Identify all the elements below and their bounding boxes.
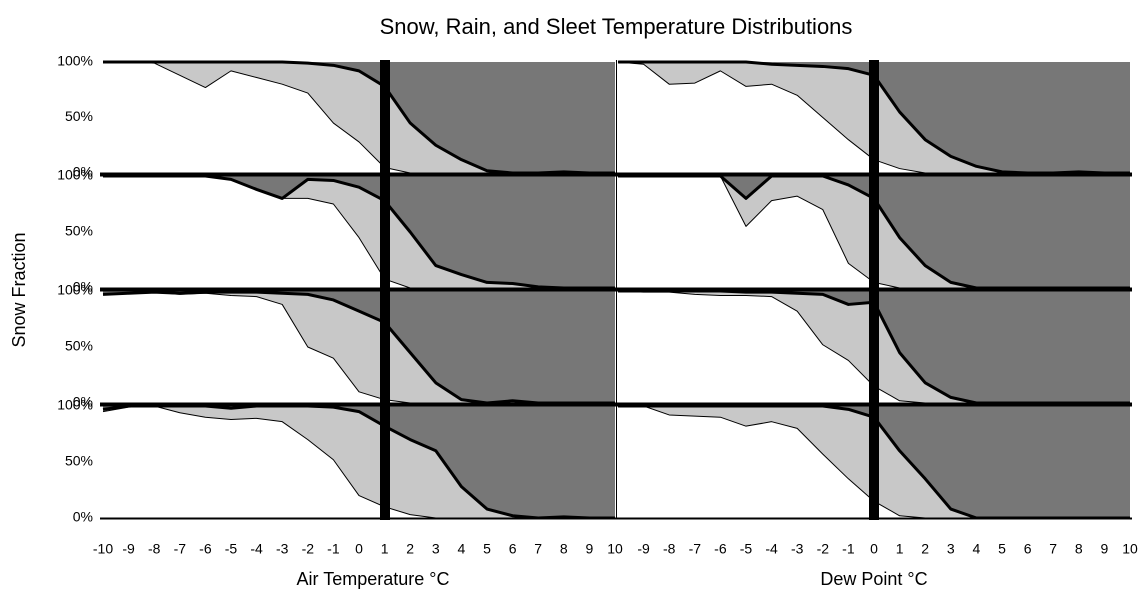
x-tick-label: -1 <box>842 541 855 557</box>
freezing-bar <box>869 60 879 175</box>
x-tick-label: 5 <box>998 541 1006 557</box>
x-tick-label: 0 <box>355 541 363 557</box>
x-axis-label: Air Temperature °C <box>297 569 450 589</box>
x-tick-label: 2 <box>921 541 929 557</box>
y-tick-label: 0% <box>73 279 93 295</box>
area-segment <box>618 62 1130 173</box>
area-segment <box>103 292 615 403</box>
x-tick-label: -7 <box>689 541 702 557</box>
x-tick-label: 1 <box>896 541 904 557</box>
freezing-bar <box>380 60 390 175</box>
x-tick-label: 6 <box>509 541 517 557</box>
area-segment <box>103 292 615 403</box>
x-tick-label: -10 <box>93 541 113 557</box>
area-segment <box>103 406 615 518</box>
y-tick-label: 0% <box>73 164 93 180</box>
area-segment <box>618 291 1130 403</box>
x-tick-label: 4 <box>973 541 981 557</box>
x-tick-label: -5 <box>225 541 238 557</box>
freezing-bar <box>869 404 879 520</box>
y-tick-label: 50% <box>65 223 93 239</box>
area-segment <box>103 291 615 403</box>
area-segment <box>618 176 1130 288</box>
y-tick-label: 50% <box>65 453 93 469</box>
area-segment <box>103 406 615 518</box>
y-tick-label: 100% <box>57 167 93 183</box>
x-tick-label: 7 <box>534 541 542 557</box>
x-tick-label: -7 <box>174 541 187 557</box>
area-segment <box>618 406 1130 518</box>
x-tick-label: 5 <box>483 541 491 557</box>
freezing-bar <box>869 174 879 290</box>
y-tick-label: 0% <box>73 509 93 525</box>
x-tick-label: -6 <box>714 541 727 557</box>
y-tick-label: 50% <box>65 108 93 124</box>
area-segment <box>103 176 615 288</box>
x-tick-label: -6 <box>199 541 212 557</box>
area-segment <box>103 62 615 173</box>
x-tick-label: 3 <box>432 541 440 557</box>
x-tick-label: -3 <box>276 541 289 557</box>
area-segment <box>618 176 1130 288</box>
area-segment <box>103 62 615 173</box>
area-segment <box>103 176 615 288</box>
y-tick-label: 100% <box>57 282 93 298</box>
y-tick-label: 100% <box>57 397 93 413</box>
x-tick-label: -4 <box>765 541 778 557</box>
y-tick-label: 0% <box>73 394 93 410</box>
x-tick-label: 0 <box>870 541 878 557</box>
x-tick-label: 10 <box>607 541 623 557</box>
area-segment <box>618 62 1130 173</box>
boundary-line <box>102 290 615 405</box>
freezing-bar <box>380 289 390 405</box>
x-tick-label: 3 <box>947 541 955 557</box>
freezing-bar <box>380 404 390 520</box>
freezing-bar <box>380 174 390 290</box>
x-tick-label: 4 <box>458 541 466 557</box>
area-segment <box>618 406 1130 518</box>
area-segment <box>103 176 615 288</box>
x-tick-label: -9 <box>637 541 650 557</box>
x-tick-label: -3 <box>791 541 804 557</box>
y-tick-label: 100% <box>57 53 93 69</box>
x-tick-label: 2 <box>406 541 414 557</box>
x-tick-label: -5 <box>740 541 753 557</box>
x-tick-label: -2 <box>817 541 830 557</box>
x-tick-label: 9 <box>586 541 594 557</box>
x-tick-label: -8 <box>663 541 676 557</box>
x-tick-label: 6 <box>1024 541 1032 557</box>
x-tick-label: -9 <box>122 541 135 557</box>
area-segment <box>103 62 615 173</box>
x-tick-label: 1 <box>381 541 389 557</box>
y-axis-label: Snow Fraction <box>9 232 29 347</box>
x-axis-label: Dew Point °C <box>820 569 927 589</box>
freezing-bar <box>869 289 879 405</box>
chart-title: Snow, Rain, and Sleet Temperature Distri… <box>380 14 853 39</box>
area-segment <box>103 406 615 518</box>
x-tick-label: 9 <box>1101 541 1109 557</box>
x-tick-label: 8 <box>560 541 568 557</box>
x-tick-label: -8 <box>148 541 161 557</box>
y-tick-label: 50% <box>65 338 93 354</box>
x-tick-label: 10 <box>1122 541 1138 557</box>
x-tick-label: -1 <box>327 541 340 557</box>
x-tick-label: -4 <box>250 541 263 557</box>
x-tick-label: 8 <box>1075 541 1083 557</box>
x-tick-label: 7 <box>1049 541 1057 557</box>
area-segment <box>618 291 1130 403</box>
x-tick-label: -2 <box>302 541 315 557</box>
